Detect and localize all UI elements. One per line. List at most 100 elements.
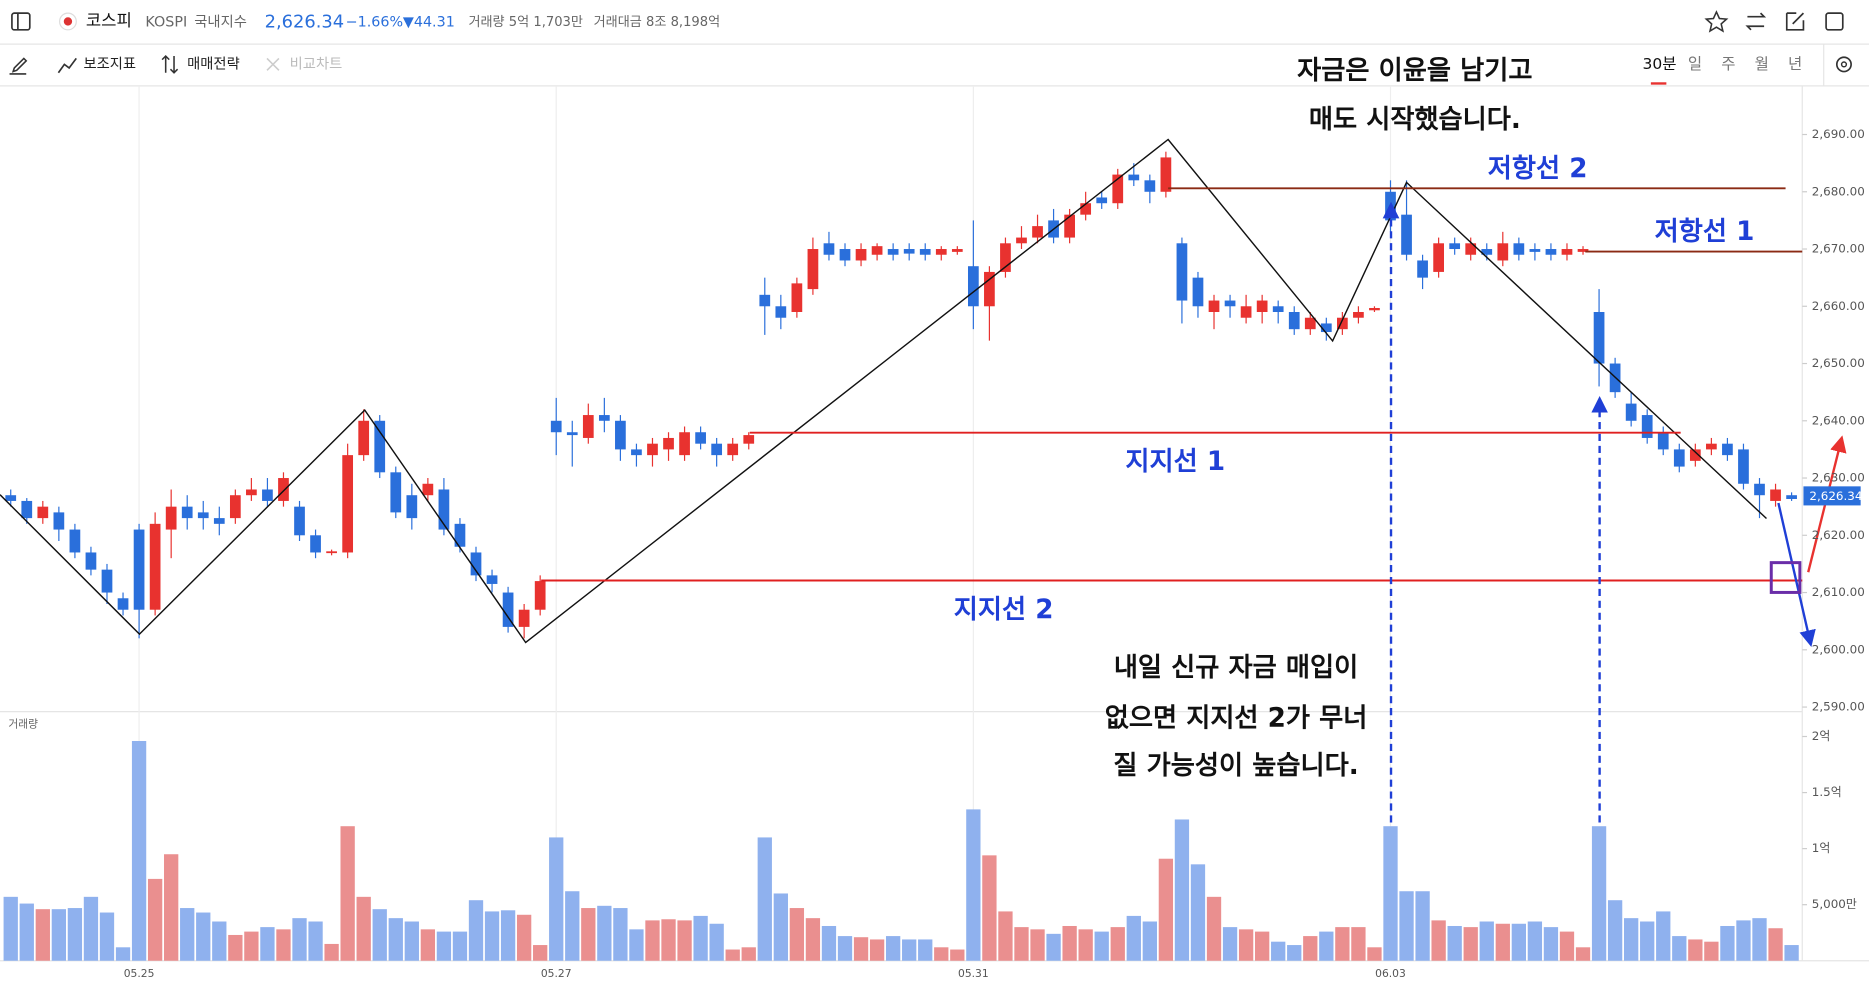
y-tick-label: 2,670.00 [1812, 242, 1865, 256]
volume-bar [1094, 931, 1109, 961]
volume-bar [805, 918, 821, 961]
volume-bar [1190, 864, 1206, 961]
y2-tick-label: 1억 [1812, 841, 1831, 855]
candle-body [1449, 243, 1461, 250]
volume-bar [1415, 891, 1430, 961]
candle-body [1673, 449, 1685, 467]
period-30m[interactable]: 30분 [1643, 55, 1677, 73]
swap-icon[interactable] [1745, 12, 1767, 31]
annotation-bottom-2: 없으면 지지선 2가 무너 [1105, 703, 1368, 733]
volume-bar [1062, 925, 1077, 961]
resistance-1-label: 저항선 1 [1655, 217, 1755, 247]
volume-bar [51, 909, 67, 961]
volume-bar [1206, 896, 1222, 961]
favorite-icon[interactable] [1704, 10, 1729, 33]
strategy-button[interactable]: 매매전략 [187, 55, 240, 72]
drawings: 자금은 이윤을 남기고 매도 시작했습니다. 저항선 2 저항선 1 지지선 1… [0, 56, 1847, 823]
volume-bar [789, 908, 805, 961]
volume-bar [147, 878, 163, 961]
period-month[interactable]: 월 [1755, 55, 1769, 73]
candle-body [1577, 249, 1589, 252]
period-week[interactable]: 주 [1721, 55, 1735, 73]
amount-info: 거래대금 8조 8,198억 [594, 14, 721, 30]
header-bg [0, 0, 1869, 45]
candle-body [37, 506, 49, 519]
volume-bar [645, 920, 660, 961]
change: ▼44.31 [403, 15, 455, 31]
candle-body [1160, 157, 1172, 192]
volume-bars [3, 740, 1799, 961]
volume-bar [1736, 920, 1751, 961]
candle-body [711, 443, 723, 456]
volume-bar [115, 947, 131, 961]
candle-body [502, 592, 514, 627]
volume-bar [1495, 923, 1510, 961]
toolbar: 보조지표 매매전략 비교차트 30분 일 주 월 년 [0, 44, 1869, 87]
candle-body [406, 495, 418, 519]
candle-body [1288, 311, 1300, 330]
annotation-bottom-3: 질 가능성이 높습니다. [1113, 751, 1358, 781]
volume-bar [581, 908, 596, 961]
edit-icon[interactable] [1785, 12, 1805, 31]
candle-body [903, 249, 915, 254]
volume-bar [1319, 931, 1334, 961]
volume-bar [196, 912, 211, 961]
candle-body [663, 437, 674, 450]
candle-body [181, 506, 193, 519]
volume-bar [1527, 921, 1543, 961]
volume-bar [324, 943, 339, 961]
strategy-icon[interactable] [161, 54, 179, 74]
period-year[interactable]: 년 [1788, 55, 1802, 73]
volume-bar [1367, 947, 1382, 961]
candle-body [1208, 300, 1220, 312]
volume-bar [1624, 918, 1639, 961]
candle-body [534, 581, 546, 610]
volume-bar [709, 923, 724, 961]
candle-body [1016, 237, 1027, 244]
candle-body [759, 294, 771, 307]
sidebar-icon[interactable] [11, 12, 31, 31]
volume-bar [1640, 921, 1655, 961]
candle-body [101, 569, 113, 593]
candle-body [984, 271, 995, 307]
volume-bar [1303, 936, 1318, 961]
resistance-2-label: 저항선 2 [1488, 154, 1588, 184]
candle-body [69, 529, 81, 553]
y-tick-label: 2,690.00 [1812, 127, 1865, 141]
y2-tick-label: 5,000만 [1812, 897, 1857, 911]
volume-bar [1511, 923, 1527, 961]
volume-bar [998, 911, 1013, 961]
volume-bar [693, 915, 708, 961]
candle-body [1320, 323, 1332, 333]
price-tag-bg [1803, 486, 1861, 506]
support-1-label: 지지선 1 [1125, 447, 1225, 477]
candle-body [1176, 243, 1188, 301]
candle-body [951, 249, 963, 252]
volume-bar [1656, 911, 1671, 961]
candle-body [326, 551, 337, 554]
indicators-button[interactable]: 보조지표 [83, 55, 136, 72]
indicator-icon[interactable] [57, 57, 77, 74]
candle-body [1128, 174, 1140, 181]
volume-bar [1399, 891, 1414, 961]
candle-body [775, 306, 787, 318]
candle-body [919, 249, 931, 255]
volume-bar [436, 931, 452, 961]
settings-icon[interactable] [1835, 56, 1852, 73]
candle-body [486, 575, 498, 584]
volume-bar [1688, 939, 1703, 961]
candle-body [470, 552, 482, 576]
panel-icon[interactable] [1825, 12, 1844, 31]
y-tick-label: 2,640.00 [1812, 413, 1865, 427]
annotation-bottom-1: 내일 신규 자금 매입이 [1114, 653, 1358, 683]
period-day[interactable]: 일 [1688, 55, 1702, 73]
volume-bar [629, 929, 644, 961]
candle-body [1032, 226, 1043, 238]
target-box [1769, 561, 1802, 594]
volume-bar [1431, 920, 1446, 961]
x-tick-label: 06.03 [1375, 967, 1406, 980]
draw-icon[interactable] [9, 57, 28, 75]
candle-body [935, 249, 947, 255]
candle-body [839, 249, 851, 261]
grid [138, 85, 1392, 961]
